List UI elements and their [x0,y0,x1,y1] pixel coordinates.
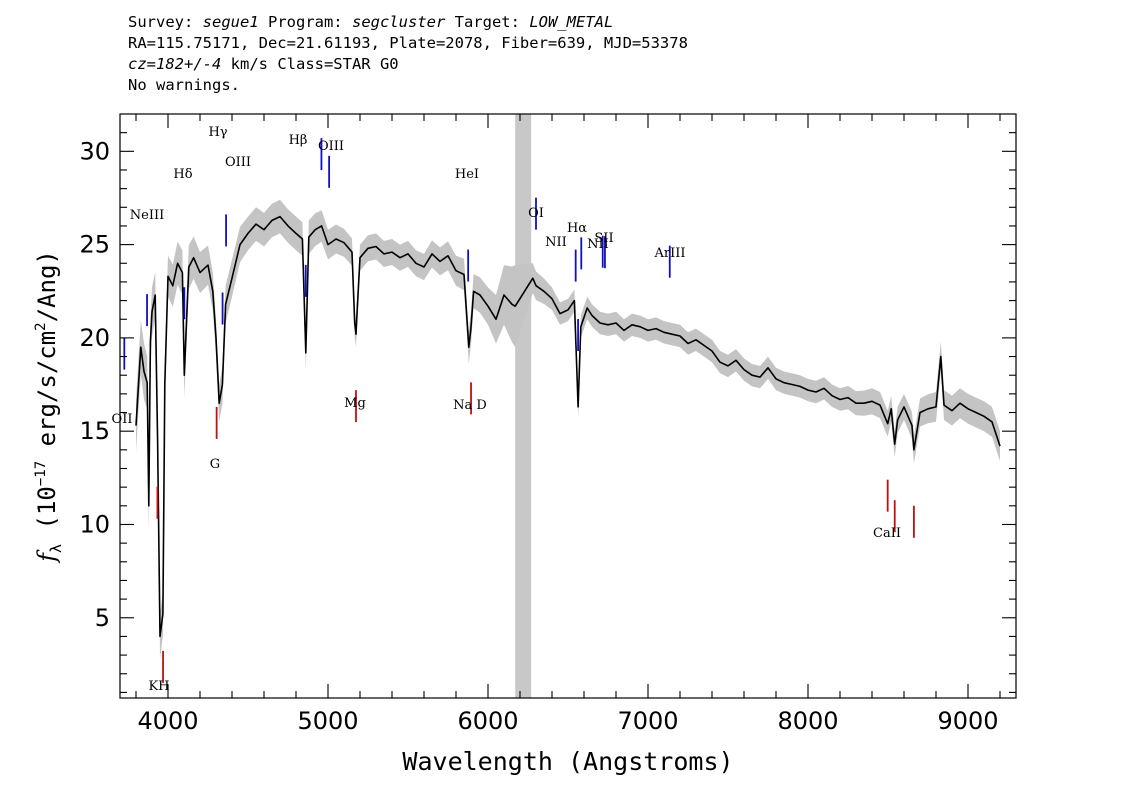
x-tick-label: 5000 [297,707,358,735]
program-value: segcluster [351,13,446,31]
flux-series [135,215,1001,638]
marker-label-halpha: Hα [567,221,587,236]
y-tick-label: 10 [79,510,110,538]
y-tick-label: 5 [95,604,110,632]
marker-label-caii: CaII [873,526,901,541]
spectrum-header: Survey: segue1 Program: segcluster Targe… [128,12,1028,96]
cz-value: cz=182+/-4 [128,55,222,73]
y-label-exp2: 2 [33,322,49,330]
marker-label-nii-b: NII [587,237,609,252]
marker-label-oi: OI [528,206,544,221]
marker-label-oiii-b: OIII [318,139,344,154]
y-axis-label: fλ (10−17 erg/s/cm2/Ang) [33,250,65,564]
y-label-lambda: λ [47,544,65,553]
header-line-survey: Survey: segue1 Program: segcluster Targe… [128,12,1028,33]
header-line-coordinates: RA=115.75171, Dec=21.61193, Plate=2078, … [128,34,688,52]
target-label: Target: [445,13,530,31]
header-line-redshift: cz=182+/-4 km/s Class=STAR G0 [128,54,1028,75]
x-tick-label: 4000 [137,707,198,735]
marker-label-hgamma: Hγ [208,125,227,140]
marker-label-nad: Na D [453,398,487,413]
x-axis-label: Wavelength (Angstroms) [402,747,733,776]
axis-ticks [120,114,1016,698]
x-tick-label: 7000 [617,707,678,735]
marker-label-mg: Mg [344,396,366,411]
marker-label-oii: OII [112,412,133,427]
header-line-warnings: No warnings. [128,76,240,94]
error-band [136,199,1000,659]
marker-label-g: G [210,457,220,472]
y-label-mid: erg/s/cm [33,331,61,461]
program-label: Program: [258,13,352,31]
y-label-exp1: −17 [33,461,49,486]
marker-label-sii: SII [594,231,613,246]
y-label-close: /Ang) [33,250,61,322]
masked-region [515,114,532,698]
marker-label-nii: NII [545,235,567,250]
y-label-open: (10 [33,486,61,544]
x-tick-label: 9000 [937,707,998,735]
marker-label-hei: HeI [455,167,479,182]
tick-labels: 4000 5000 6000 7000 8000 9000 5 10 15 20 25 30 [79,137,998,735]
x-tick-label: 8000 [777,707,838,735]
survey-label: Survey: [128,13,203,31]
marker-label-kh: KH [148,679,169,694]
x-tick-label: 6000 [457,707,518,735]
class-text: km/s Class=STAR G0 [221,55,399,73]
y-tick-label: 25 [79,231,110,259]
y-tick-label: 20 [79,324,110,352]
marker-label-ariii: ArIII [653,246,685,261]
marker-label-hdelta: Hδ [173,167,192,182]
line-markers [123,138,915,683]
survey-value: segue1 [202,13,259,31]
marker-label-oiii-a: OIII [225,155,251,170]
marker-label-neiii: NeIII [130,208,164,223]
plot-frame [119,113,1017,699]
y-tick-label: 15 [79,417,110,445]
target-value: LOW_METAL [529,13,614,31]
marker-label-hbeta: Hβ [289,133,308,148]
y-tick-label: 30 [79,137,110,165]
